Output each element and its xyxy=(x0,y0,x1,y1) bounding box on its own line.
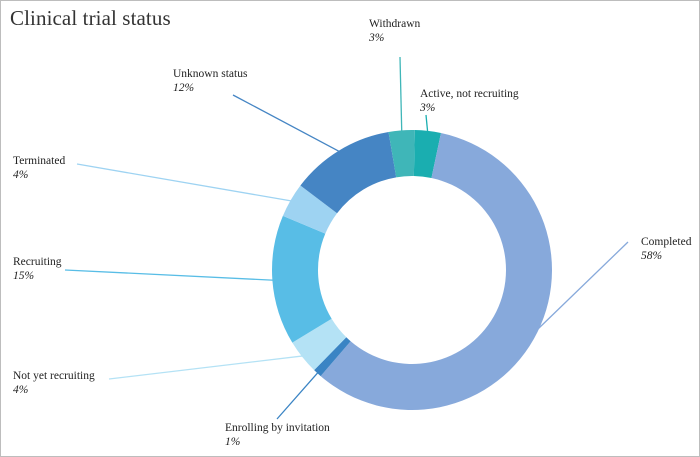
slice-label: Not yet recruiting xyxy=(13,370,95,382)
leader-line-7 xyxy=(399,56,403,133)
leader-line-4 xyxy=(64,269,275,281)
slice-withdrawn xyxy=(388,130,415,178)
slice-label: Unknown status xyxy=(173,68,248,80)
slice-completed xyxy=(320,133,553,410)
slice-percent-label: 1% xyxy=(225,436,240,448)
leader-line-6 xyxy=(232,94,341,153)
slice-percent-label: 4% xyxy=(13,169,28,181)
slice-recruiting xyxy=(272,215,332,343)
leader-line-0 xyxy=(425,114,429,133)
slice-active-not-recruiting xyxy=(413,130,441,179)
slice-label: Recruiting xyxy=(13,256,62,268)
slice-percent-label: 12% xyxy=(173,82,194,94)
slice-percent-label: 58% xyxy=(641,250,662,262)
slice-unknown-status xyxy=(300,131,397,214)
leader-line-2 xyxy=(276,371,320,420)
slice-not-yet-recruiting xyxy=(292,318,347,371)
chart-title: Clinical trial status xyxy=(10,6,171,30)
slice-label: Completed xyxy=(641,236,692,248)
slice-terminated xyxy=(282,185,338,234)
slice-percent-label: 3% xyxy=(419,102,435,114)
slice-enrolling-by-invitation xyxy=(314,337,351,377)
leader-line-5 xyxy=(76,163,293,202)
slice-percent-label: 15% xyxy=(13,270,34,282)
slice-label: Withdrawn xyxy=(369,18,421,30)
slice-label: Terminated xyxy=(13,155,65,167)
leader-line-1 xyxy=(535,241,629,332)
slice-label: Active, not recruiting xyxy=(420,88,519,100)
slice-percent-label: 4% xyxy=(13,384,28,396)
slice-label: Enrolling by invitation xyxy=(225,422,330,434)
slice-percent-label: 3% xyxy=(368,32,384,44)
leader-line-3 xyxy=(108,355,305,380)
